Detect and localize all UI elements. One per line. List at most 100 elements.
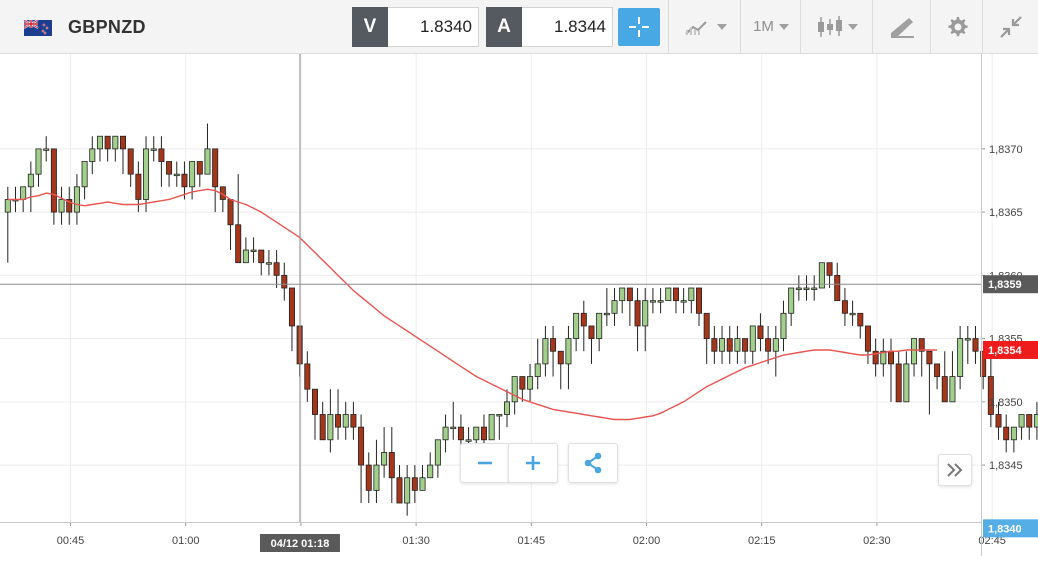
candle-bullish bbox=[112, 135, 119, 162]
candle-bearish bbox=[588, 325, 595, 364]
candle-body bbox=[941, 376, 948, 403]
candle-bearish bbox=[212, 148, 219, 213]
candle-bullish bbox=[880, 338, 887, 377]
sell-price-button[interactable]: V 1.8340 bbox=[352, 7, 479, 47]
moving-average-price-tag: 1,8354 bbox=[983, 340, 1038, 359]
sell-tag: V bbox=[352, 7, 388, 47]
candle-bearish bbox=[158, 136, 165, 187]
draw-tool-icon bbox=[891, 17, 914, 38]
candle-body bbox=[772, 338, 779, 352]
buy-price-button[interactable]: A 1.8344 bbox=[486, 7, 613, 47]
candle-bullish bbox=[373, 439, 380, 504]
candle-body bbox=[112, 135, 119, 150]
candle-body bbox=[258, 249, 265, 264]
timeframe-dropdown[interactable]: 1M bbox=[740, 0, 801, 53]
candle-body bbox=[749, 325, 756, 352]
candle-body bbox=[73, 186, 80, 213]
x-tick-label: 02:45 bbox=[978, 535, 1006, 547]
share-button[interactable] bbox=[568, 443, 618, 483]
candle-body bbox=[442, 426, 449, 441]
candle-body bbox=[834, 274, 841, 302]
candle-bearish bbox=[872, 338, 879, 377]
candle-body bbox=[573, 312, 580, 339]
candle-body bbox=[311, 388, 318, 415]
candle-body bbox=[527, 376, 534, 390]
candle-style-dropdown[interactable] bbox=[800, 0, 873, 53]
candle-bearish bbox=[335, 389, 342, 440]
candle-bullish bbox=[611, 288, 618, 326]
candle-bearish bbox=[166, 161, 173, 187]
last-price-tag-text: 1,8340 bbox=[988, 523, 1022, 535]
candle-body bbox=[688, 287, 695, 302]
zoom-out-button[interactable] bbox=[460, 443, 510, 483]
candle-bullish bbox=[89, 136, 96, 175]
candle-bearish bbox=[235, 174, 242, 264]
crosshair-time-tag: 04/12 01:18 bbox=[259, 534, 340, 552]
candle-bullish bbox=[488, 414, 495, 441]
candle-body bbox=[381, 452, 388, 466]
candle-bullish bbox=[719, 325, 726, 364]
candle-body bbox=[319, 414, 326, 441]
drawing-tools-button[interactable] bbox=[872, 0, 931, 53]
candle-body bbox=[457, 426, 464, 441]
collapse-button[interactable] bbox=[982, 0, 1038, 53]
candle-bullish bbox=[665, 287, 672, 302]
candle-bullish bbox=[542, 325, 549, 377]
candle-body bbox=[726, 338, 733, 352]
candle-body bbox=[596, 312, 603, 339]
settings-button[interactable] bbox=[930, 0, 983, 53]
candle-body bbox=[550, 338, 557, 352]
candle-body bbox=[204, 148, 211, 175]
candlestick-icon bbox=[817, 15, 842, 37]
candle-body bbox=[120, 135, 127, 150]
chevron-down-icon bbox=[847, 23, 858, 30]
candle-bullish bbox=[496, 414, 503, 440]
candle-bearish bbox=[857, 312, 864, 339]
candle-body bbox=[880, 350, 887, 365]
candle-body bbox=[818, 262, 825, 289]
candle-body bbox=[358, 426, 365, 466]
crosshair-button[interactable] bbox=[618, 8, 660, 46]
candle-bullish bbox=[642, 288, 649, 352]
candle-body bbox=[1010, 426, 1017, 441]
candle-bearish bbox=[841, 288, 848, 326]
candle-bullish bbox=[619, 287, 626, 314]
zoom-in-button[interactable] bbox=[508, 443, 558, 483]
candle-bullish bbox=[1018, 414, 1025, 440]
chart-type-dropdown[interactable] bbox=[668, 0, 741, 53]
price-chart-area[interactable]: 00:4501:0001:1501:3001:4502:0002:1502:30… bbox=[0, 54, 1038, 556]
candle-body bbox=[273, 262, 280, 276]
candle-bearish bbox=[396, 465, 403, 504]
candle-bullish bbox=[434, 439, 441, 478]
candle-body bbox=[143, 148, 150, 200]
candle-bullish bbox=[596, 312, 603, 352]
candle-body bbox=[1003, 426, 1010, 441]
candle-body bbox=[173, 173, 180, 177]
chart-type-icon bbox=[684, 20, 707, 35]
candle-bearish bbox=[726, 325, 733, 364]
candle-body bbox=[957, 338, 964, 377]
candle-body bbox=[649, 300, 656, 303]
y-tick-label: 1,8365 bbox=[989, 207, 1023, 219]
candle-body bbox=[926, 350, 933, 365]
candle-body bbox=[972, 338, 979, 352]
candle-bullish bbox=[143, 136, 150, 213]
candle-body bbox=[1026, 414, 1033, 428]
candle-body bbox=[227, 199, 234, 226]
candle-bullish bbox=[1033, 401, 1038, 440]
candle-bullish bbox=[73, 174, 80, 225]
candle-body bbox=[404, 477, 411, 504]
candle-body bbox=[949, 376, 956, 403]
candle-body bbox=[872, 350, 879, 365]
scroll-to-latest-button[interactable] bbox=[938, 454, 972, 486]
minus-icon bbox=[478, 461, 492, 465]
candle-body bbox=[465, 439, 472, 442]
candle-body bbox=[20, 186, 27, 200]
crosshair-price-tag: 1,8359 bbox=[983, 275, 1038, 294]
candle-body bbox=[964, 338, 971, 341]
candle-bullish bbox=[1010, 426, 1017, 453]
candle-body bbox=[473, 426, 480, 441]
candle-body bbox=[619, 287, 626, 302]
candle-bearish bbox=[742, 338, 749, 364]
candle-body bbox=[189, 161, 196, 188]
